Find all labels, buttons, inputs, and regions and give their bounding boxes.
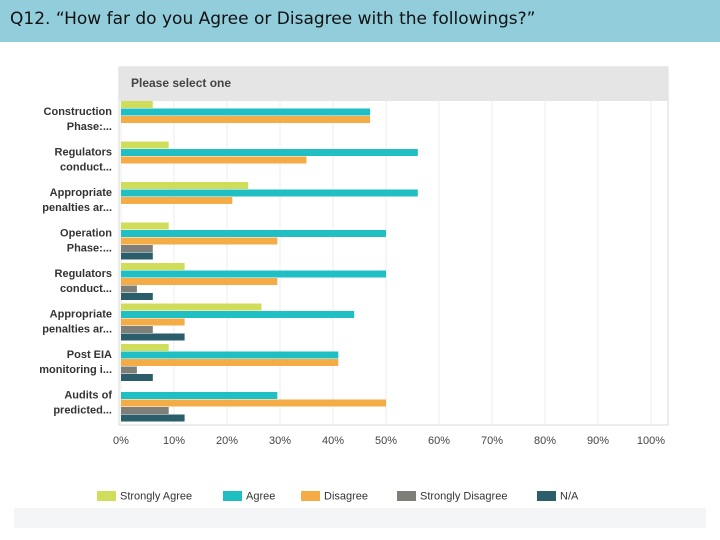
category-label: Appropriate — [50, 309, 112, 321]
legend-label: Disagree — [324, 491, 368, 503]
chart-title-band — [119, 67, 668, 101]
legend-swatch — [537, 491, 556, 501]
legend-swatch — [397, 491, 416, 501]
x-tick-label: 80% — [534, 435, 556, 447]
bar — [121, 333, 185, 341]
bar — [121, 326, 153, 333]
legend-label: Strongly Agree — [120, 491, 192, 503]
bar — [121, 252, 153, 260]
bar — [121, 270, 386, 278]
category-label: Post EIA — [67, 349, 112, 361]
bar — [121, 414, 185, 422]
bars — [121, 101, 418, 422]
bar — [121, 101, 153, 108]
bar — [121, 311, 355, 318]
bar — [121, 359, 339, 366]
category-label: Appropriate — [50, 187, 112, 199]
slide-title: Q12. “How far do you Agree or Disagree w… — [10, 9, 536, 29]
x-tick-label: 0% — [113, 435, 129, 447]
category-label: penalties ar... — [42, 202, 112, 214]
category-label: Operation — [60, 228, 112, 240]
category-label: Phase:... — [67, 121, 112, 133]
slide-header: Q12. “How far do you Agree or Disagree w… — [0, 0, 720, 42]
x-tick-label: 40% — [322, 435, 344, 447]
category-labels: Construction Phase:... Regulators conduct..… — [39, 106, 112, 417]
category-label: monitoring i... — [39, 364, 112, 376]
legend-label: Strongly Disagree — [420, 491, 507, 503]
bar — [121, 303, 262, 311]
category-label: Audits of — [64, 390, 112, 402]
bar — [121, 149, 418, 156]
bar — [121, 293, 153, 300]
legend: Strongly Agree Agree Disagree Strongly Disa… — [97, 491, 579, 503]
bar — [121, 392, 278, 399]
bar — [121, 263, 185, 270]
chart-title: Please select one — [131, 76, 231, 90]
bar — [121, 116, 371, 123]
legend-swatch — [97, 491, 116, 501]
bar — [121, 399, 386, 407]
bar — [121, 344, 169, 351]
x-tick-labels: 0% 10% 20% 30% 40% 50% 60% 70% 80% 90% 100% — [113, 435, 665, 447]
bar — [121, 197, 233, 204]
category-label: Regulators — [55, 147, 112, 159]
bar — [121, 318, 185, 326]
bar — [121, 189, 418, 197]
x-tick-label: 60% — [428, 435, 450, 447]
bar — [121, 222, 169, 230]
x-tick-label: 20% — [216, 435, 238, 447]
x-tick-label: 70% — [481, 435, 503, 447]
x-tick-label: 90% — [587, 435, 609, 447]
category-label: penalties ar... — [42, 324, 112, 336]
category-label: predicted... — [53, 405, 112, 417]
footer-band — [14, 508, 706, 528]
bar — [121, 108, 371, 116]
bar — [121, 351, 339, 359]
legend-swatch — [223, 491, 242, 501]
bar — [121, 237, 278, 245]
bar — [121, 141, 169, 149]
bar — [121, 285, 137, 293]
bar — [121, 156, 307, 164]
bar — [121, 182, 249, 189]
x-tick-label: 30% — [269, 435, 291, 447]
category-label: Phase:... — [67, 243, 112, 255]
bar — [121, 230, 386, 237]
bar — [121, 366, 137, 374]
category-label: conduct... — [60, 283, 112, 295]
category-label: Construction — [44, 106, 113, 118]
category-label: conduct... — [60, 162, 112, 174]
bar — [121, 278, 278, 285]
category-label: Regulators — [55, 268, 112, 280]
bar — [121, 407, 169, 414]
legend-label: N/A — [560, 491, 579, 503]
x-tick-label: 100% — [637, 435, 665, 447]
bar — [121, 245, 153, 252]
legend-swatch — [301, 491, 320, 501]
bar — [121, 374, 153, 381]
legend-label: Agree — [246, 491, 275, 503]
x-tick-label: 10% — [163, 435, 185, 447]
x-tick-label: 50% — [375, 435, 397, 447]
